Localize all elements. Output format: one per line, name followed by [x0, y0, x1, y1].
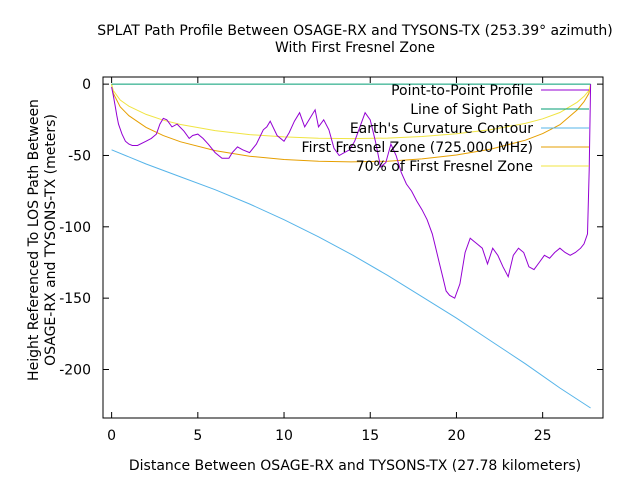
x-axis-ticks: 0 5 10 15 20 25 [107, 77, 552, 444]
y-axis-ticks: 0 -50 -100 -150 -200 [59, 77, 603, 378]
chart-title-line1: SPLAT Path Profile Between OSAGE-RX and … [97, 23, 612, 39]
y-tick-label: -150 [59, 291, 91, 307]
plot-frame [102, 76, 604, 419]
x-tick-label: 15 [361, 428, 379, 444]
x-tick-label: 0 [107, 428, 116, 444]
series-line-first-fresnel-zone-725-000-mhz [111, 84, 592, 163]
x-tick-label: 25 [534, 428, 552, 444]
legend-label-70-of-first-fresnel-zone: 70% of First Fresnel Zone [356, 159, 533, 175]
x-tick-label: 20 [448, 428, 466, 444]
legend-label-point-to-point-profile: Point-to-Point Profile [391, 83, 533, 99]
y-tick-label: 0 [82, 77, 91, 93]
series-line-earth-s-curvature-contour [111, 149, 591, 409]
chart-title-line2: With First Fresnel Zone [275, 40, 435, 56]
legend-label-first-fresnel-zone-725-000-mhz: First Fresnel Zone (725.000 MHz) [302, 140, 533, 156]
series-line-point-to-point-profile [111, 84, 592, 299]
y-axis-label-line1: Height Referenced To LOS Path Between [26, 99, 42, 381]
x-axis-label: Distance Between OSAGE-RX and TYSONS-TX … [129, 458, 581, 474]
legend: Point-to-Point Profile Line of Sight Path… [302, 83, 589, 175]
legend-label-earth-s-curvature-contour: Earth's Curvature Contour [350, 121, 533, 137]
y-tick-label: -50 [68, 148, 91, 164]
y-tick-label: -100 [59, 220, 91, 236]
plot-content [111, 83, 592, 409]
x-tick-label: 10 [275, 428, 293, 444]
y-axis-label-line2: OSAGE-RX and TYSONS-TX (meters) [43, 114, 59, 366]
legend-label-line-of-sight-path: Line of Sight Path [410, 102, 533, 118]
y-tick-label: -200 [59, 362, 91, 378]
x-tick-label: 5 [193, 428, 202, 444]
